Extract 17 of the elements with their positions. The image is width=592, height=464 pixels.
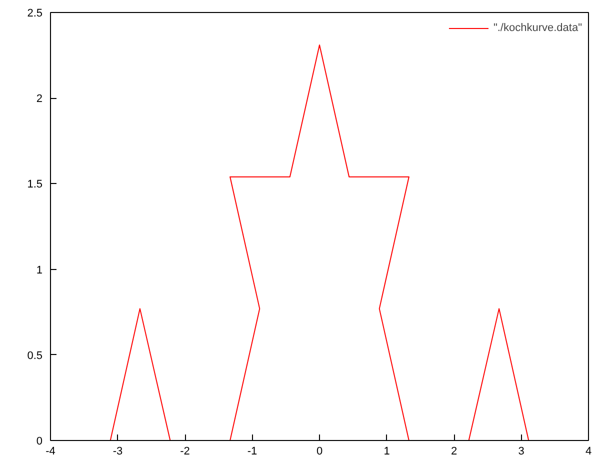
x-tick-label: 1 bbox=[384, 446, 390, 458]
y-tick-label: 1 bbox=[36, 264, 43, 276]
x-tick-label: 3 bbox=[518, 446, 524, 458]
y-tick-label: 0 bbox=[36, 436, 43, 448]
y-tick-label: 0.5 bbox=[27, 350, 43, 362]
x-tick-label: -3 bbox=[112, 446, 123, 458]
x-tick-label: -4 bbox=[46, 446, 56, 458]
line-series bbox=[110, 44, 530, 440]
legend-label: "./kochkurve.data" bbox=[493, 22, 582, 34]
y-tick-label: 1.5 bbox=[27, 178, 43, 191]
x-tick-label: -2 bbox=[180, 446, 190, 458]
x-tick-label: 0 bbox=[316, 446, 323, 458]
y-tick-label: 2 bbox=[36, 93, 43, 106]
x-tick-label: 2 bbox=[450, 446, 458, 458]
x-tick-label: -1 bbox=[247, 446, 258, 458]
y-tick-label: 2.5 bbox=[27, 8, 43, 20]
x-tick-label: 4 bbox=[585, 446, 592, 458]
